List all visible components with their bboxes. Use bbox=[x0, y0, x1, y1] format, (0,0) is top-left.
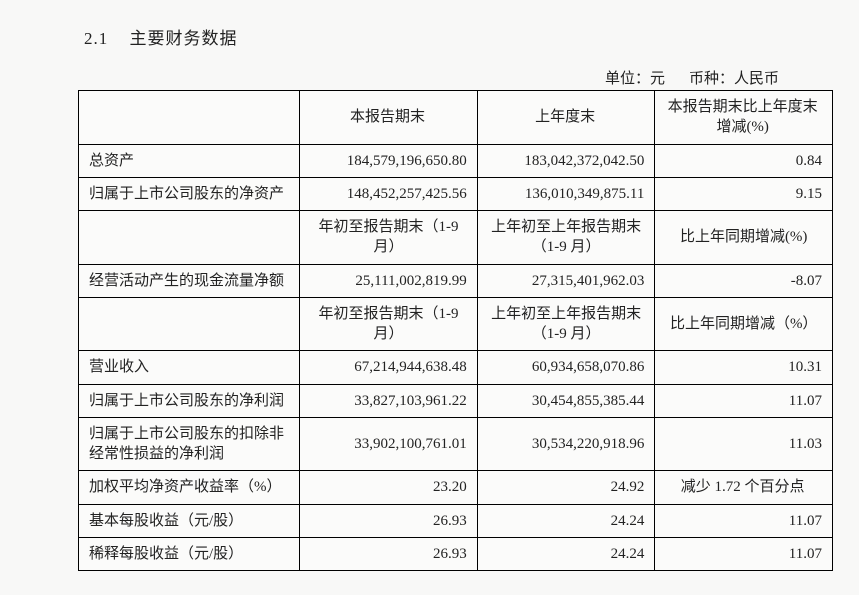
table-row: 稀释每股收益（元/股） 26.93 24.24 11.07 bbox=[79, 537, 833, 570]
row-label: 归属于上市公司股东的扣除非经常性损益的净利润 bbox=[79, 417, 300, 471]
unit-label: 单位： bbox=[605, 71, 650, 87]
header-blank bbox=[79, 297, 300, 351]
row-prior: 183,042,372,042.50 bbox=[477, 144, 655, 177]
header-blank bbox=[79, 211, 300, 265]
financial-table: 本报告期末 上年度末 本报告期末比上年度末增减(%) 总资产 184,579,1… bbox=[78, 90, 833, 571]
row-label: 归属于上市公司股东的净资产 bbox=[79, 177, 300, 210]
row-prior: 136,010,349,875.11 bbox=[477, 177, 655, 210]
row-current: 26.93 bbox=[300, 504, 478, 537]
header-prior: 上年初至上年报告期末（1-9 月） bbox=[477, 297, 655, 351]
row-label: 基本每股收益（元/股） bbox=[79, 504, 300, 537]
unit-value: 元 bbox=[650, 71, 665, 87]
row-prior: 27,315,401,962.03 bbox=[477, 264, 655, 297]
row-change: 9.15 bbox=[655, 177, 833, 210]
row-label: 营业收入 bbox=[79, 351, 300, 384]
row-current: 25,111,002,819.99 bbox=[300, 264, 478, 297]
unit-line: 单位：元 币种：人民币 bbox=[40, 67, 779, 88]
row-change: -8.07 bbox=[655, 264, 833, 297]
currency-value: 人民币 bbox=[734, 71, 779, 87]
table-row: 基本每股收益（元/股） 26.93 24.24 11.07 bbox=[79, 504, 833, 537]
header-blank bbox=[79, 91, 300, 145]
header-current: 年初至报告期末（1-9 月） bbox=[300, 297, 478, 351]
row-change: 11.07 bbox=[655, 384, 833, 417]
row-label: 归属于上市公司股东的净利润 bbox=[79, 384, 300, 417]
row-current: 33,902,100,761.01 bbox=[300, 417, 478, 471]
section-number: 2.1 bbox=[84, 29, 108, 49]
table-row: 加权平均净资产收益率（%） 23.20 24.92 减少 1.72 个百分点 bbox=[79, 471, 833, 504]
row-label: 加权平均净资产收益率（%） bbox=[79, 471, 300, 504]
table-header-row: 本报告期末 上年度末 本报告期末比上年度末增减(%) bbox=[79, 91, 833, 145]
row-change: 减少 1.72 个百分点 bbox=[655, 471, 833, 504]
table-row: 经营活动产生的现金流量净额 25,111,002,819.99 27,315,4… bbox=[79, 264, 833, 297]
section-title: 主要财务数据 bbox=[130, 29, 238, 48]
row-current: 148,452,257,425.56 bbox=[300, 177, 478, 210]
row-label: 稀释每股收益（元/股） bbox=[79, 537, 300, 570]
row-change: 11.07 bbox=[655, 537, 833, 570]
row-change: 10.31 bbox=[655, 351, 833, 384]
row-prior: 60,934,658,070.86 bbox=[477, 351, 655, 384]
row-current: 184,579,196,650.80 bbox=[300, 144, 478, 177]
row-label: 总资产 bbox=[79, 144, 300, 177]
table-row: 总资产 184,579,196,650.80 183,042,372,042.5… bbox=[79, 144, 833, 177]
currency-label: 币种： bbox=[689, 71, 734, 87]
header-current: 年初至报告期末（1-9 月） bbox=[300, 211, 478, 265]
row-current: 23.20 bbox=[300, 471, 478, 504]
header-prior: 上年初至上年报告期末（1-9 月） bbox=[477, 211, 655, 265]
header-change: 比上年同期增减（%） bbox=[655, 297, 833, 351]
row-change: 0.84 bbox=[655, 144, 833, 177]
row-prior: 24.92 bbox=[477, 471, 655, 504]
row-current: 67,214,944,638.48 bbox=[300, 351, 478, 384]
row-prior: 24.24 bbox=[477, 504, 655, 537]
row-change: 11.03 bbox=[655, 417, 833, 471]
table-header-row: 年初至报告期末（1-9 月） 上年初至上年报告期末（1-9 月） 比上年同期增减… bbox=[79, 211, 833, 265]
table-row: 归属于上市公司股东的扣除非经常性损益的净利润 33,902,100,761.01… bbox=[79, 417, 833, 471]
table-header-row: 年初至报告期末（1-9 月） 上年初至上年报告期末（1-9 月） 比上年同期增减… bbox=[79, 297, 833, 351]
row-current: 26.93 bbox=[300, 537, 478, 570]
row-current: 33,827,103,961.22 bbox=[300, 384, 478, 417]
section-heading: 2.1 主要财务数据 bbox=[84, 24, 819, 49]
table-row: 归属于上市公司股东的净利润 33,827,103,961.22 30,454,8… bbox=[79, 384, 833, 417]
row-prior: 30,454,855,385.44 bbox=[477, 384, 655, 417]
header-change: 比上年同期增减(%) bbox=[655, 211, 833, 265]
row-label: 经营活动产生的现金流量净额 bbox=[79, 264, 300, 297]
table-row: 归属于上市公司股东的净资产 148,452,257,425.56 136,010… bbox=[79, 177, 833, 210]
row-prior: 30,534,220,918.96 bbox=[477, 417, 655, 471]
row-change: 11.07 bbox=[655, 504, 833, 537]
header-prior: 上年度末 bbox=[477, 91, 655, 145]
table-row: 营业收入 67,214,944,638.48 60,934,658,070.86… bbox=[79, 351, 833, 384]
row-prior: 24.24 bbox=[477, 537, 655, 570]
header-change: 本报告期末比上年度末增减(%) bbox=[655, 91, 833, 145]
header-current: 本报告期末 bbox=[300, 91, 478, 145]
